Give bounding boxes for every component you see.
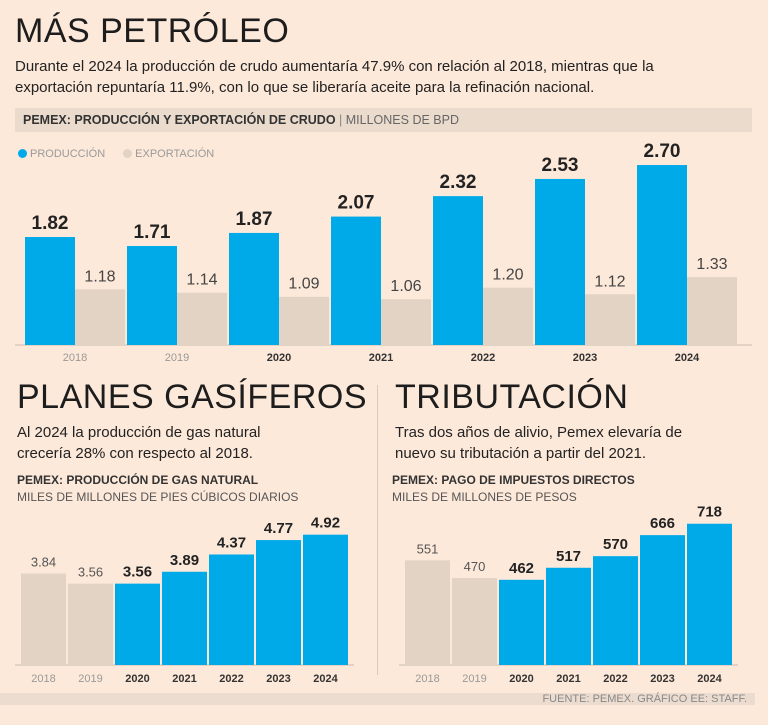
production-bar bbox=[433, 196, 483, 345]
page-title: MÁS PETRÓLEO bbox=[15, 12, 290, 50]
tax-value-label: 470 bbox=[464, 559, 486, 574]
tax-bar bbox=[687, 523, 732, 665]
gas-value-label: 3.56 bbox=[123, 564, 152, 581]
tax-year-tick-label: 2021 bbox=[556, 673, 580, 685]
production-value-label: 2.07 bbox=[338, 193, 375, 214]
tax-description: Tras dos años de alivio, Pemex elevaría … bbox=[395, 424, 683, 462]
source-note: FUENTE: PEMEX. GRÁFICO EE: STAFF. bbox=[0, 693, 755, 705]
crude-chart-unit: MILLONES DE BPD bbox=[345, 113, 459, 127]
gas-chart-title: PEMEX: PRODUCCIÓN DE GAS NATURAL bbox=[17, 473, 259, 487]
gas-value-label: 4.77 bbox=[264, 520, 293, 537]
production-bar bbox=[535, 178, 585, 345]
year-tick-label: 2019 bbox=[165, 352, 189, 364]
export-bar bbox=[177, 292, 227, 345]
year-tick-label: 2022 bbox=[471, 352, 495, 364]
gas-value-label: 4.92 bbox=[311, 515, 340, 532]
gas-year-tick-label: 2020 bbox=[125, 673, 149, 685]
gas-year-tick-label: 2019 bbox=[78, 673, 102, 685]
tax-year-tick-label: 2023 bbox=[650, 673, 674, 685]
gas-year-tick-label: 2022 bbox=[219, 673, 243, 685]
tax-value-label: 666 bbox=[650, 515, 675, 532]
export-bar bbox=[687, 277, 737, 345]
production-bar bbox=[229, 232, 279, 345]
export-bar bbox=[483, 287, 533, 345]
production-value-label: 1.82 bbox=[32, 213, 69, 234]
gas-value-label: 4.37 bbox=[217, 534, 246, 551]
production-value-label: 2.32 bbox=[440, 172, 477, 193]
gas-section-title: PLANES GASÍFEROS bbox=[17, 378, 367, 416]
tax-bar bbox=[593, 556, 638, 665]
export-value-label: 1.33 bbox=[696, 256, 727, 273]
gas-value-label: 3.84 bbox=[31, 555, 56, 570]
export-bar bbox=[279, 296, 329, 345]
tax-year-tick-label: 2018 bbox=[415, 673, 439, 685]
gas-year-tick-label: 2023 bbox=[266, 673, 290, 685]
tax-value-label: 462 bbox=[509, 560, 534, 577]
export-bar bbox=[381, 299, 431, 345]
export-bar bbox=[75, 289, 125, 345]
production-bar bbox=[331, 216, 381, 345]
export-value-label: 1.12 bbox=[594, 273, 625, 290]
tax-value-label: 517 bbox=[556, 548, 581, 565]
year-tick-label: 2024 bbox=[675, 352, 700, 364]
tax-year-tick-label: 2024 bbox=[697, 673, 722, 685]
blue-dot-icon bbox=[18, 149, 27, 158]
export-value-label: 1.09 bbox=[288, 276, 319, 293]
production-bar bbox=[127, 246, 177, 345]
section-divider bbox=[377, 385, 378, 675]
tax-value-label: 718 bbox=[697, 504, 722, 521]
tax-year-tick-label: 2022 bbox=[603, 673, 627, 685]
production-value-label: 1.71 bbox=[134, 222, 171, 243]
legend-export: EXPORTACIÓN bbox=[123, 148, 214, 160]
tax-chart-title: PEMEX: PAGO DE IMPUESTOS DIRECTOS bbox=[392, 473, 635, 487]
tax-chart-unit: MILES DE MILLONES DE PESOS bbox=[392, 490, 577, 504]
year-tick-label: 2018 bbox=[63, 352, 87, 364]
tax-bar bbox=[640, 535, 685, 665]
tax-year-tick-label: 2020 bbox=[509, 673, 533, 685]
export-value-label: 1.06 bbox=[390, 278, 421, 295]
beige-dot-icon bbox=[123, 149, 133, 158]
gas-bar bbox=[256, 540, 301, 665]
gas-value-label: 3.89 bbox=[170, 552, 199, 569]
gas-description: Al 2024 la producción de gas natural cre… bbox=[17, 424, 261, 462]
crude-chart-header: PEMEX: PRODUCCIÓN Y EXPORTACIÓN DE CRUDO… bbox=[15, 108, 752, 132]
gas-bar bbox=[21, 573, 66, 665]
export-bar bbox=[585, 294, 635, 345]
gas-bar bbox=[303, 534, 348, 665]
production-value-label: 2.70 bbox=[644, 141, 681, 162]
export-value-label: 1.14 bbox=[186, 272, 217, 289]
year-tick-label: 2023 bbox=[573, 352, 597, 364]
gas-chart-unit: MILES DE MILLONES DE PIES CÚBICOS DIARIO… bbox=[17, 490, 299, 504]
gas-year-tick-label: 2021 bbox=[172, 673, 196, 685]
gas-bar bbox=[162, 571, 207, 665]
production-value-label: 1.87 bbox=[236, 209, 273, 230]
legend-production: PRODUCCIÓN bbox=[18, 148, 105, 160]
gas-bar bbox=[68, 583, 113, 665]
gas-value-label: 3.56 bbox=[78, 565, 103, 580]
tax-bar bbox=[546, 567, 591, 665]
tax-bar bbox=[405, 560, 450, 665]
tax-year-tick-label: 2019 bbox=[462, 673, 486, 685]
page-description: Durante el 2024 la producción de crudo a… bbox=[15, 58, 654, 96]
gas-bar bbox=[209, 554, 254, 665]
year-tick-label: 2021 bbox=[369, 352, 393, 364]
legend: PRODUCCIÓN EXPORTACIÓN bbox=[18, 148, 214, 160]
export-value-label: 1.20 bbox=[492, 267, 523, 284]
tax-bar bbox=[499, 579, 544, 665]
production-value-label: 2.53 bbox=[542, 155, 579, 176]
production-bar bbox=[637, 165, 687, 345]
production-bar bbox=[25, 237, 75, 345]
gas-bar bbox=[115, 583, 160, 665]
tax-section-title: TRIBUTACIÓN bbox=[395, 378, 629, 416]
tax-bar bbox=[452, 578, 497, 665]
gas-year-tick-label: 2018 bbox=[31, 673, 55, 685]
tax-value-label: 551 bbox=[417, 541, 439, 556]
export-value-label: 1.18 bbox=[84, 268, 115, 285]
year-tick-label: 2020 bbox=[267, 352, 291, 364]
crude-chart-title: PEMEX: PRODUCCIÓN Y EXPORTACIÓN DE CRUDO bbox=[23, 113, 336, 127]
gas-year-tick-label: 2024 bbox=[313, 673, 338, 685]
tax-value-label: 570 bbox=[603, 536, 628, 553]
